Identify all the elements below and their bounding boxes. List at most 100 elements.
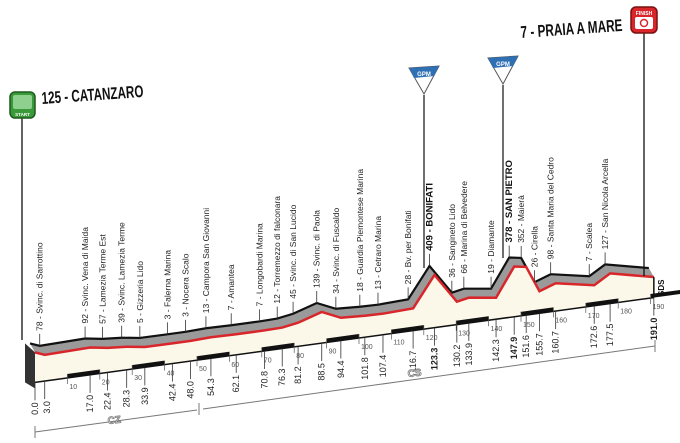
location-separator: -: [35, 314, 45, 322]
km-label: 81.2: [293, 366, 303, 384]
location-separator: -: [516, 221, 526, 229]
axis-band-segment: [520, 307, 554, 316]
km-label: 33.9: [140, 387, 150, 405]
gpm-badge-text: GPM: [496, 62, 510, 68]
finish-icon-glyph: [639, 18, 649, 28]
location-elevation: 57: [98, 314, 108, 324]
location-separator: -: [288, 282, 298, 290]
location-name: Scalea: [584, 223, 594, 249]
axis-tick-label: 170: [588, 313, 600, 320]
location-label: 92 - Svinc. Vena di Maida: [80, 227, 90, 324]
location-label: 7 - Amantea: [226, 264, 236, 310]
km-label: 172.6: [589, 326, 599, 349]
km-label: 130.2: [452, 345, 462, 368]
location-separator: -: [373, 273, 383, 281]
location-elevation: 5: [135, 318, 145, 323]
location-separator: -: [80, 306, 90, 314]
km-label: 0.0: [30, 402, 40, 415]
location-label: 45 - Svinc. di San Lucido: [288, 204, 298, 298]
location-elevation: 12: [272, 294, 282, 304]
start-icon-inner: [13, 95, 32, 109]
location-label: 3 - Nocera Scalo: [181, 253, 191, 317]
location-elevation: 127: [600, 235, 610, 249]
location-name: Gizzeria Lido: [135, 261, 145, 311]
location-separator: -: [135, 311, 145, 319]
province-cz: CZ: [107, 415, 121, 427]
location-separator: -: [424, 227, 435, 235]
location-separator: -: [331, 277, 341, 285]
gpm-marker-bonifati: GPM: [408, 65, 440, 268]
location-elevation: 7: [584, 256, 594, 261]
location-name: Falerna Marina: [162, 250, 172, 307]
province-bracket-cs: [202, 345, 656, 410]
location-label: 409 - BONIFATI: [424, 183, 435, 251]
location-separator: -: [459, 257, 469, 265]
location-elevation: 28: [403, 275, 413, 285]
location-name: Svinc. Lamezia Terme: [117, 222, 127, 306]
location-separator: -: [312, 266, 322, 274]
location-elevation: 45: [288, 289, 298, 299]
location-label: 3 - Falerna Marina: [162, 250, 172, 320]
km-label: 70.8: [259, 371, 269, 389]
location-name: Svinc. di Sarrottino: [35, 242, 45, 314]
km-label: 54.3: [206, 378, 216, 396]
location-elevation: 78: [35, 321, 45, 331]
start-badge-text: START: [15, 112, 30, 117]
axis-band-segment: [261, 342, 295, 352]
location-separator: -: [600, 228, 610, 236]
profile-elevation-line: [34, 265, 654, 357]
location-elevation: 19: [486, 264, 496, 274]
axis-tick-label: 140: [491, 326, 503, 333]
axis-band-segment: [650, 289, 680, 299]
km-label: 147.9: [509, 337, 519, 360]
location-label: 28 - Bv. per Bonifati: [403, 210, 413, 284]
axis-band-segment: [585, 298, 619, 307]
profile-start-block: [25, 343, 35, 389]
location-label: 5 - Gizzeria Lido: [135, 261, 145, 323]
location-name: Nocera Scalo: [181, 253, 191, 304]
profile-front-face: [35, 266, 654, 383]
location-elevation: 7: [226, 305, 236, 310]
axis-tick-label: 40: [167, 371, 175, 378]
axis-tick-label: 80: [296, 353, 304, 360]
location-elevation: 352: [516, 228, 526, 242]
km-label: 88.5: [317, 363, 327, 381]
location-name: Cirella: [529, 226, 539, 250]
location-elevation: 26: [529, 257, 539, 267]
location-name: Cetraro Marina: [373, 216, 383, 273]
axis-tick-label: 90: [329, 348, 337, 355]
location-elevation: 3: [181, 312, 191, 317]
axis-band-segment: [67, 369, 101, 378]
axis-tick-label: 20: [102, 380, 110, 387]
km-label: 177.5: [605, 324, 615, 347]
location-name: Marina di Belvedere: [459, 181, 469, 257]
location-label: 13 - Campora San Giovanni: [201, 208, 211, 313]
location-label: 139 - Svinc. di Paola: [312, 210, 322, 288]
location-separator: -: [546, 242, 556, 250]
finish-title: 7 - PRAIA A MARE: [520, 16, 623, 42]
axis-tick-label: 60: [231, 362, 239, 369]
location-label: 352 - Maierà: [516, 195, 526, 243]
location-elevation: 139: [312, 274, 322, 288]
location-label: 7 - Longobardi Marina: [254, 223, 264, 306]
location-name: Svinc. Vena di Maida: [80, 227, 90, 307]
km-label: 116.7: [408, 351, 418, 373]
location-separator: -: [504, 218, 515, 226]
location-separator: -: [584, 249, 594, 257]
location-name: Diamante: [486, 220, 496, 257]
km-label: 123.3: [429, 348, 439, 371]
km-label: 28.3: [122, 390, 132, 408]
location-separator: -: [162, 307, 172, 315]
gpm-marker-san-pietro: GPM: [487, 55, 519, 258]
location-elevation: 92: [80, 314, 90, 324]
km-label: 133.9: [464, 343, 474, 366]
location-elevation: 66: [459, 264, 469, 274]
location-label: 66 - Marina di Belvedere: [459, 181, 469, 274]
location-name: Maierà: [516, 195, 526, 221]
location-name: Campora San Giovanni: [201, 208, 211, 296]
axis-band-segment: [455, 316, 489, 325]
location-separator: -: [201, 296, 211, 304]
location-separator: -: [486, 257, 496, 265]
location-separator: -: [226, 298, 236, 305]
location-label: 127 - San Nicola Arcella: [600, 158, 610, 249]
